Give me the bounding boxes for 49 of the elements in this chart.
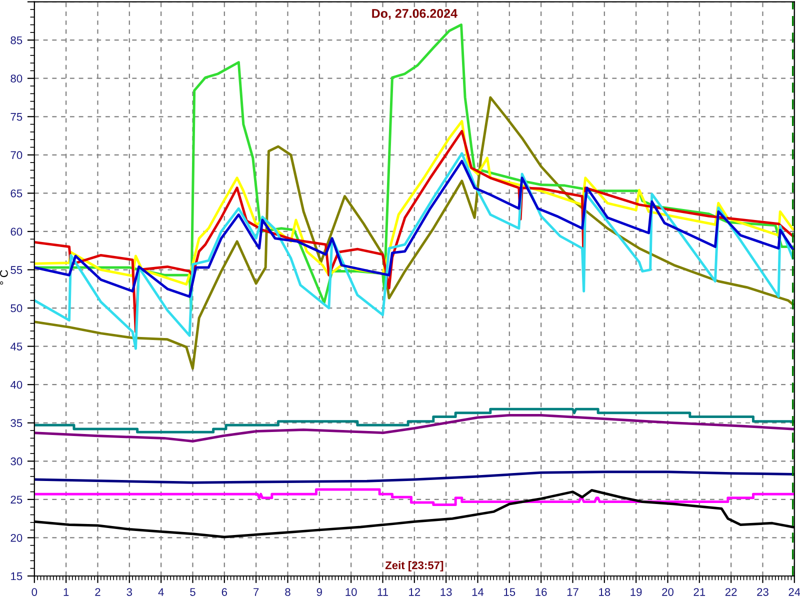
x-tick-label: 22 xyxy=(725,588,737,596)
x-tick-label: 1 xyxy=(64,588,69,596)
x-tick-label: 20 xyxy=(662,588,674,596)
x-axis-title: Zeit [23:57] xyxy=(385,561,444,572)
line-series xyxy=(34,96,794,370)
x-tick-label: 14 xyxy=(472,588,484,596)
x-tick-label: 12 xyxy=(409,588,420,596)
text: Do, 27.06.2024 xyxy=(372,9,458,20)
x-tick-label: 21 xyxy=(694,588,706,596)
x-tick-label: 15 xyxy=(504,588,516,596)
x-tick-label: 10 xyxy=(346,588,357,596)
y-tick-label: 50 xyxy=(10,304,22,312)
x-tick-label: 7 xyxy=(254,588,259,596)
x-tick-label: 17 xyxy=(567,588,578,596)
x-tick-label: 4 xyxy=(158,588,164,596)
x-tick-label: 24 xyxy=(788,588,800,596)
line-series xyxy=(34,408,794,434)
y-tick-label: 25 xyxy=(10,496,22,504)
x-tick-label: 0 xyxy=(32,588,38,596)
x-tick-label: 19 xyxy=(630,588,642,596)
line-series xyxy=(34,414,794,443)
y-tick-label: 85 xyxy=(10,36,22,44)
y-tick-label: 35 xyxy=(10,419,22,428)
y-tick-label: 60 xyxy=(10,228,22,236)
y-tick-label: 55 xyxy=(10,266,22,274)
x-tick-label: 3 xyxy=(126,588,132,596)
x-tick-label: 8 xyxy=(285,588,290,596)
x-tick-label: 11 xyxy=(378,588,388,596)
line-series xyxy=(34,488,794,506)
line-series xyxy=(34,470,794,484)
x-tick-label: 2 xyxy=(95,588,100,596)
y-tick-label: 40 xyxy=(10,380,22,389)
x-tick-label: 9 xyxy=(316,588,322,596)
x-tick-label: 18 xyxy=(599,588,610,596)
y-tick-label: 15 xyxy=(11,572,22,580)
y-axis-title: ° C xyxy=(0,270,8,285)
y-tick-label: 45 xyxy=(10,342,22,350)
y-tick-label: 30 xyxy=(10,457,22,466)
x-tick-label: 23 xyxy=(757,588,768,596)
x-tick-label: 6 xyxy=(222,588,227,596)
y-tick-label: 80 xyxy=(10,74,22,82)
x-tick-label: 5 xyxy=(190,588,196,596)
x-tick-label: 16 xyxy=(536,588,547,596)
y-tick-label: 65 xyxy=(10,189,22,198)
line-series xyxy=(34,160,794,298)
y-tick-label: 70 xyxy=(10,151,22,160)
y-tick-label: 20 xyxy=(10,534,22,542)
y-tick-label: 75 xyxy=(10,113,22,121)
x-tick-label: 13 xyxy=(440,588,452,596)
